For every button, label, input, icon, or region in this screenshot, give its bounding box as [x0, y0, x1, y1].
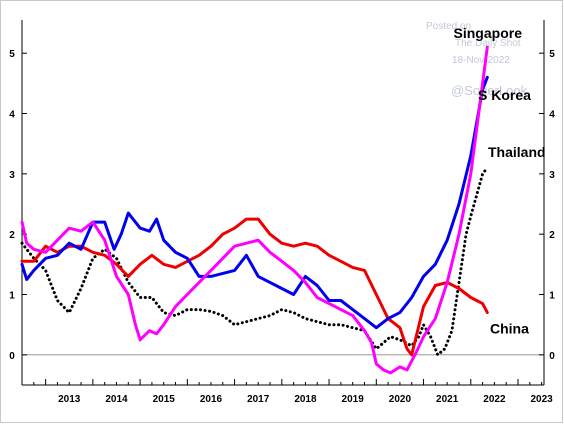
x-tick-label: 2023	[531, 394, 554, 405]
series-label-china: China	[490, 321, 529, 337]
y-tick-label-left: 3	[9, 170, 15, 181]
x-tick-label: 2019	[342, 394, 365, 405]
y-tick-label-right: 5	[549, 49, 555, 60]
series-line-singapore	[20, 45, 489, 375]
series-labels: Singapore S Korea Thailand China	[454, 25, 546, 337]
watermark-handle: @SoberLook	[451, 83, 528, 98]
x-tick-label: 2021	[436, 394, 459, 405]
series-label-s-korea: S Korea	[478, 87, 531, 103]
x-tick-label: 2014	[105, 394, 128, 405]
y-tick-label-right: 2	[549, 230, 555, 241]
watermark: Posted on The Daily Shot 18-Nov-2022 @So…	[426, 21, 528, 98]
y-tick-label-right: 0	[549, 351, 555, 362]
series-group	[20, 45, 489, 375]
watermark-posted-on: Posted on	[426, 21, 471, 32]
watermark-source: The Daily Shot	[455, 38, 521, 49]
axes: 0 0 1 1 2 2 3 3 4 4 5 5 2013 2014 2015 2016 2017 2018 2019…	[9, 20, 555, 405]
x-tick-label: 2018	[294, 394, 317, 405]
y-tick-label-right: 1	[549, 291, 555, 302]
y-tick-label-left: 2	[9, 230, 15, 241]
y-tick-label-left: 5	[9, 49, 15, 60]
y-tick-label-right: 4	[549, 110, 555, 121]
watermark-date: 18-Nov-2022	[452, 55, 510, 66]
series-label-singapore: Singapore	[454, 25, 523, 41]
series-line-s-korea	[20, 75, 489, 330]
series-line-china	[20, 217, 489, 357]
x-tick-label: 2013	[58, 394, 81, 405]
x-tick-label: 2017	[247, 394, 270, 405]
series-label-thailand: Thailand	[488, 144, 546, 160]
y-tick-label-right: 3	[549, 170, 555, 181]
x-tick-label: 2016	[200, 394, 223, 405]
y-tick-label-left: 1	[9, 291, 15, 302]
y-tick-label-left: 4	[9, 110, 15, 121]
y-tick-label-left: 0	[9, 351, 15, 362]
x-tick-label: 2022	[483, 394, 506, 405]
x-tick-label: 2015	[153, 394, 176, 405]
x-tick-label: 2020	[389, 394, 412, 405]
